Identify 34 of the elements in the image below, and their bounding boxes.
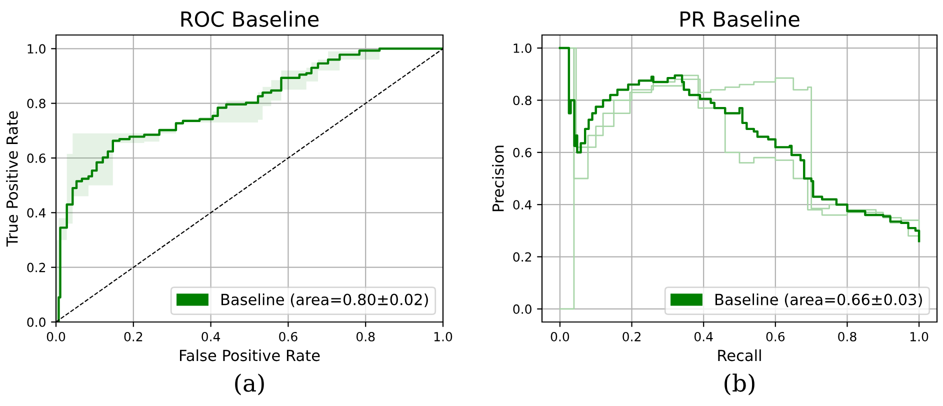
- x-tick-label: 0.0: [550, 332, 570, 342]
- chart-title: PR Baseline: [680, 10, 800, 27]
- x-tick-label: 0.0: [46, 332, 66, 342]
- x-tick-label: 0.4: [694, 332, 713, 342]
- y-tick-label: 1.0: [514, 44, 532, 53]
- x-axis-title: Recall: [718, 349, 761, 362]
- x-tick-label: 0.6: [279, 332, 298, 342]
- y-tick-label: 0.8: [513, 96, 532, 106]
- y-axis-title: Precision: [492, 146, 504, 212]
- x-tick-label: 0.8: [356, 332, 375, 342]
- y-tick-label: 0.6: [513, 148, 532, 158]
- x-tick-label: 0.6: [766, 332, 785, 342]
- y-tick-label: 0.2: [513, 252, 532, 262]
- x-tick-label: 0.2: [622, 332, 640, 342]
- legend-label: Baseline (area=0.80±0.02): [221, 293, 428, 308]
- x-tick-label: 1.0: [910, 332, 928, 342]
- y-tick-label: 0.2: [27, 262, 46, 272]
- x-tick-label: 0.8: [838, 332, 856, 342]
- y-tick-label: 0.4: [513, 200, 532, 210]
- y-axis-title: True Positive Rate: [6, 111, 18, 247]
- y-tick-label: 0.8: [27, 98, 46, 108]
- y-tick-label: 0.6: [27, 153, 46, 163]
- y-tick-label: 0.0: [513, 304, 532, 314]
- x-tick-label: 1.0: [434, 332, 452, 342]
- y-tick-label: 1.0: [28, 44, 46, 54]
- y-tick-label: 0.0: [27, 317, 46, 327]
- chart-title: ROC Baseline: [181, 10, 319, 27]
- y-tick-label: 0.4: [27, 208, 46, 218]
- x-tick-label: 0.2: [124, 332, 142, 342]
- text: (a): [235, 374, 264, 396]
- text: (b): [724, 374, 754, 396]
- x-axis-title: False Positive Rate: [180, 349, 320, 362]
- x-tick-label: 0.4: [202, 332, 220, 342]
- legend-label: Baseline (area=0.66±0.03): [715, 293, 922, 308]
